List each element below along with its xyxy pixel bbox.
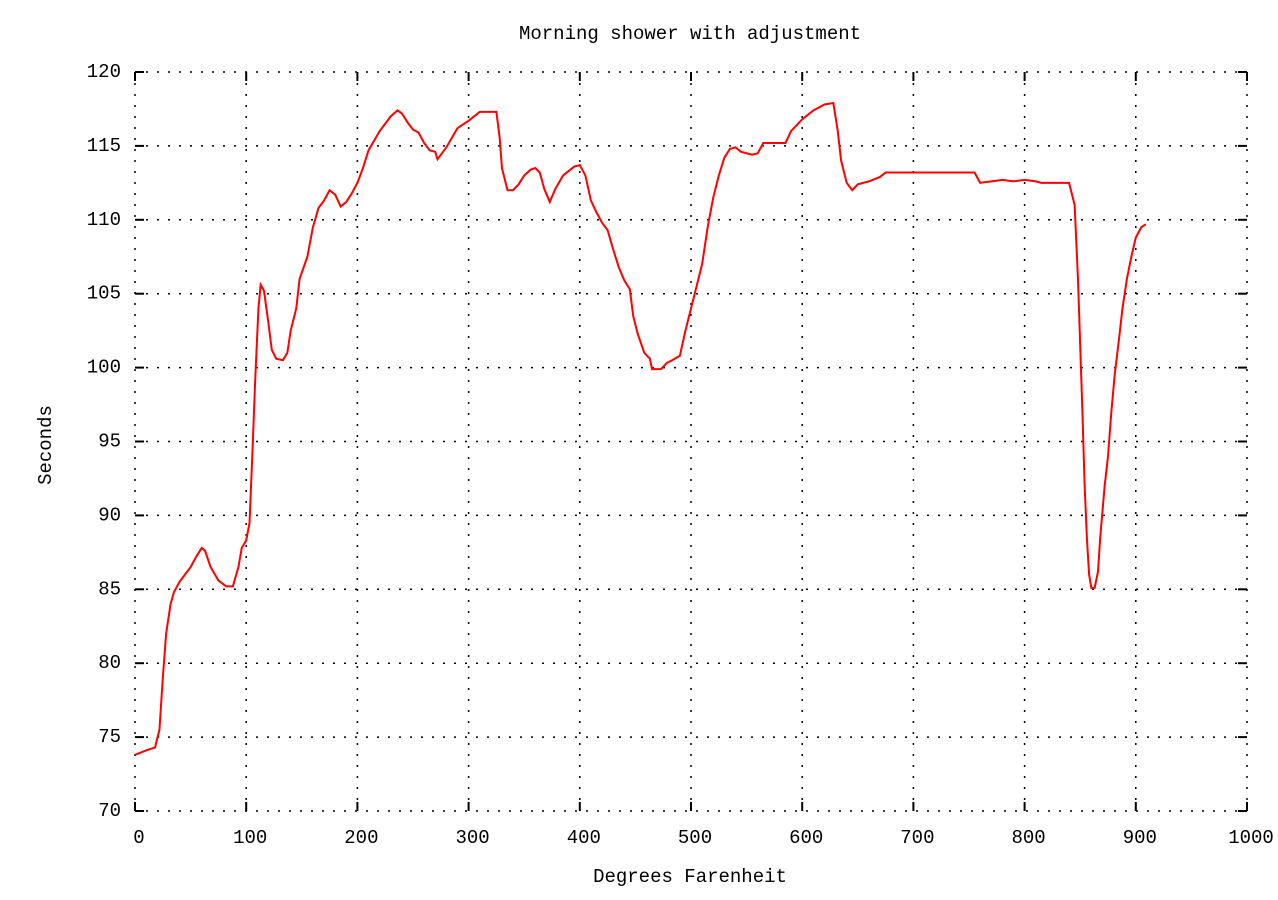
chart-title: Morning shower with adjustment [519,23,861,45]
y-tick-label: 110 [87,209,121,231]
y-tick-label: 95 [98,431,121,453]
x-tick-label: 100 [233,827,267,849]
y-tick-label: 120 [87,61,121,83]
x-tick-label: 300 [455,827,489,849]
y-tick-label: 80 [98,652,121,674]
y-tick-label: 85 [98,578,121,600]
y-axis-label: Seconds [35,405,57,485]
y-tick-label: 90 [98,504,121,526]
x-tick-label: 1000 [1228,827,1274,849]
x-tick-label: 900 [1123,827,1157,849]
x-tick-label: 500 [678,827,712,849]
x-tick-label: 200 [344,827,378,849]
x-tick-label: 700 [900,827,934,849]
x-tick-label: 600 [789,827,823,849]
y-tick-label: 70 [98,800,121,822]
y-tick-label: 75 [98,726,121,748]
x-axis-label: Degrees Farenheit [593,866,787,888]
data-line [134,101,1147,756]
y-tick-label: 105 [87,283,121,305]
x-tick-label: 0 [133,827,144,849]
y-tick-label: 100 [87,357,121,379]
x-tick-label: 400 [567,827,601,849]
x-tick-label: 800 [1011,827,1045,849]
y-tick-label: 115 [87,135,121,157]
